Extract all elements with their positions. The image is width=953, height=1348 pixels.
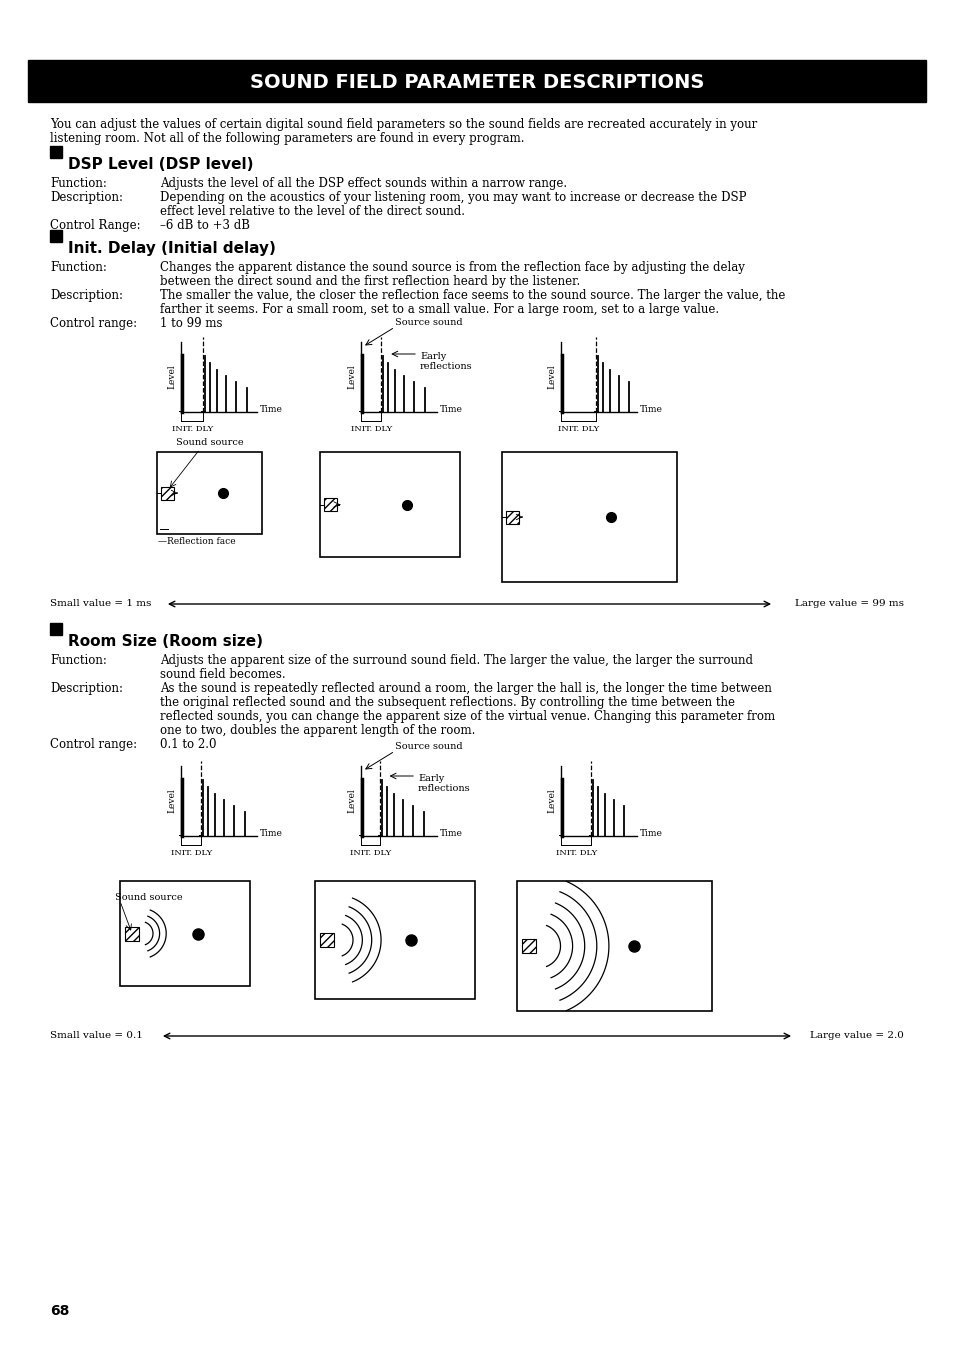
Bar xyxy=(319,452,459,557)
Text: Function:: Function: xyxy=(50,262,107,274)
Text: Small value = 0.1: Small value = 0.1 xyxy=(50,1031,143,1041)
Text: Control range:: Control range: xyxy=(50,737,137,751)
Text: INIT. DLY: INIT. DLY xyxy=(172,425,213,433)
Text: Description:: Description: xyxy=(50,191,123,204)
Text: Description:: Description: xyxy=(50,288,123,302)
Text: between the direct sound and the first reflection heard by the listener.: between the direct sound and the first r… xyxy=(160,275,579,288)
Text: 1 to 99 ms: 1 to 99 ms xyxy=(160,317,222,330)
Text: INIT. DLY: INIT. DLY xyxy=(556,849,597,857)
Text: Level: Level xyxy=(347,365,355,390)
Text: –6 dB to +3 dB: –6 dB to +3 dB xyxy=(160,218,250,232)
Bar xyxy=(522,940,536,953)
Bar xyxy=(324,497,336,511)
Text: one to two, doubles the apparent length of the room.: one to two, doubles the apparent length … xyxy=(160,724,475,737)
Text: As the sound is repeatedly reflected around a room, the larger the hall is, the : As the sound is repeatedly reflected aro… xyxy=(160,682,771,696)
Text: Sound source: Sound source xyxy=(176,438,244,448)
Text: Large value = 2.0: Large value = 2.0 xyxy=(809,1031,903,1041)
Text: The smaller the value, the closer the reflection face seems to the sound source.: The smaller the value, the closer the re… xyxy=(160,288,784,302)
Text: listening room. Not all of the following parameters are found in every program.: listening room. Not all of the following… xyxy=(50,132,524,146)
Text: Function:: Function: xyxy=(50,177,107,190)
Bar xyxy=(157,452,262,534)
Text: 0.1 to 2.0: 0.1 to 2.0 xyxy=(160,737,216,751)
Text: Source sound: Source sound xyxy=(395,741,462,751)
Bar xyxy=(161,487,174,500)
Bar xyxy=(50,231,62,243)
Text: Level: Level xyxy=(546,789,556,813)
Text: reflected sounds, you can change the apparent size of the virtual venue. Changin: reflected sounds, you can change the app… xyxy=(160,710,774,723)
Text: 68: 68 xyxy=(50,1304,70,1318)
Text: farther it seems. For a small room, set to a small value. For a large room, set : farther it seems. For a small room, set … xyxy=(160,303,719,315)
Text: Level: Level xyxy=(167,789,175,813)
Text: —Reflection face: —Reflection face xyxy=(158,537,236,546)
Text: You can adjust the values of certain digital sound field parameters so the sound: You can adjust the values of certain dig… xyxy=(50,119,757,131)
Bar xyxy=(120,882,250,985)
Text: DSP Level (DSP level): DSP Level (DSP level) xyxy=(68,156,253,173)
Text: INIT. DLY: INIT. DLY xyxy=(350,849,391,857)
Text: Level: Level xyxy=(347,789,355,813)
Bar xyxy=(50,623,62,635)
Text: Control range:: Control range: xyxy=(50,317,137,330)
Text: Adjusts the level of all the DSP effect sounds within a narrow range.: Adjusts the level of all the DSP effect … xyxy=(160,177,566,190)
Text: Control Range:: Control Range: xyxy=(50,218,140,232)
Text: Early: Early xyxy=(419,352,446,361)
Bar xyxy=(517,882,712,1011)
Text: Small value = 1 ms: Small value = 1 ms xyxy=(50,600,152,608)
Bar xyxy=(319,933,334,948)
Text: Large value = 99 ms: Large value = 99 ms xyxy=(794,600,903,608)
Text: Time: Time xyxy=(439,829,462,838)
Bar xyxy=(125,926,139,941)
Text: Time: Time xyxy=(439,406,462,414)
Text: INIT. DLY: INIT. DLY xyxy=(171,849,212,857)
Text: sound field becomes.: sound field becomes. xyxy=(160,669,285,681)
Text: Time: Time xyxy=(639,829,661,838)
Text: Level: Level xyxy=(167,365,175,390)
Text: Level: Level xyxy=(546,365,556,390)
Text: effect level relative to the level of the direct sound.: effect level relative to the level of th… xyxy=(160,205,464,218)
Text: Room Size (Room size): Room Size (Room size) xyxy=(68,634,263,648)
Text: SOUND FIELD PARAMETER DESCRIPTIONS: SOUND FIELD PARAMETER DESCRIPTIONS xyxy=(250,73,703,92)
Text: Depending on the acoustics of your listening room, you may want to increase or d: Depending on the acoustics of your liste… xyxy=(160,191,745,204)
Text: Time: Time xyxy=(259,406,282,414)
Bar xyxy=(50,146,62,158)
Text: Adjusts the apparent size of the surround sound field. The larger the value, the: Adjusts the apparent size of the surroun… xyxy=(160,654,752,667)
Text: Function:: Function: xyxy=(50,654,107,667)
Text: Description:: Description: xyxy=(50,682,123,696)
Text: Early: Early xyxy=(417,774,444,783)
Text: Time: Time xyxy=(259,829,282,838)
Text: Source sound: Source sound xyxy=(395,318,462,328)
Text: INIT. DLY: INIT. DLY xyxy=(351,425,392,433)
Text: INIT. DLY: INIT. DLY xyxy=(558,425,598,433)
Text: Init. Delay (Initial delay): Init. Delay (Initial delay) xyxy=(68,241,275,256)
Bar xyxy=(314,882,475,999)
Text: the original reflected sound and the subsequent reflections. By controlling the : the original reflected sound and the sub… xyxy=(160,696,734,709)
Bar xyxy=(502,452,677,582)
Bar xyxy=(28,61,925,102)
Bar xyxy=(506,511,519,523)
Text: Sound source: Sound source xyxy=(115,892,182,902)
Text: reflections: reflections xyxy=(419,363,472,371)
Text: Time: Time xyxy=(639,406,661,414)
Text: Changes the apparent distance the sound source is from the reflection face by ad: Changes the apparent distance the sound … xyxy=(160,262,744,274)
Text: reflections: reflections xyxy=(417,785,470,793)
